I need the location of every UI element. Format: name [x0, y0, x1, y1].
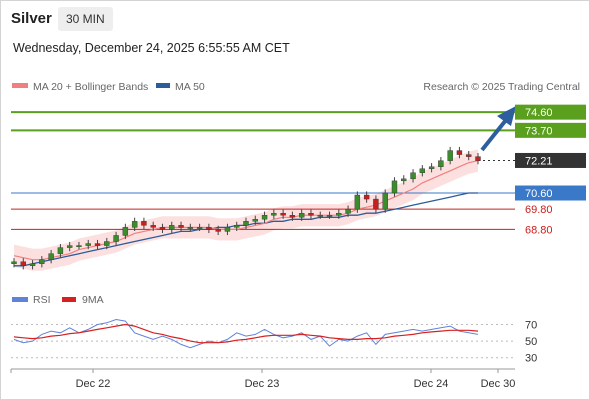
rsi-line — [13, 318, 479, 349]
candle-body — [447, 150, 453, 161]
candle-body — [382, 192, 388, 210]
candle-body — [206, 227, 212, 230]
candle-body — [354, 194, 361, 210]
candle-body — [261, 215, 268, 220]
candle-body — [234, 225, 240, 228]
level-badge-72.21 — [515, 152, 586, 168]
candle-body — [94, 243, 101, 246]
candle-body — [410, 172, 416, 180]
candle-body — [298, 213, 305, 218]
rsi-panel: 70 50 30 — [11, 318, 537, 365]
candle-body — [85, 243, 91, 246]
candles — [11, 146, 481, 270]
candle-body — [336, 213, 342, 216]
candle-body — [20, 261, 26, 266]
level-labels: 74.60 73.70 72.21 70.60 69.80 68.80 — [515, 104, 586, 236]
level-label-73.70: 73.70 — [525, 125, 553, 137]
ma50-legend-label: MA 50 — [175, 81, 205, 93]
candle-body — [224, 227, 231, 232]
candle-body — [271, 213, 277, 216]
ma9-line — [13, 323, 479, 344]
candle-body — [131, 221, 138, 228]
level-badge-70.60 — [515, 185, 586, 201]
x-tick-label: Dec 23 — [245, 378, 280, 390]
rsi-tick-70: 70 — [525, 319, 537, 331]
level-label-74.60: 74.60 — [525, 107, 553, 119]
ma50-legend-swatch — [156, 83, 170, 88]
candle-body — [252, 219, 258, 222]
arrow-shaft — [480, 118, 508, 152]
candle-body — [178, 225, 184, 228]
x-axis-ticks: Dec 22 Dec 23 Dec 24 Dec 30 — [10, 369, 516, 390]
candle-body — [289, 215, 296, 218]
target-arrow — [480, 106, 516, 152]
rsi-legend-label: RSI — [33, 294, 51, 306]
candle-body — [438, 160, 444, 167]
rsi-legend-swatch — [12, 297, 28, 302]
candle-body — [466, 154, 472, 157]
bollinger-band-area — [14, 149, 478, 271]
ma9-legend-label: 9MA — [82, 294, 104, 306]
candle-body — [159, 227, 166, 230]
candle-body — [308, 213, 314, 216]
candle-body — [122, 227, 129, 236]
timeframe-button[interactable]: 30 MIN — [58, 7, 113, 31]
level-label-69.80: 69.80 — [525, 204, 553, 216]
candle-body — [11, 261, 17, 264]
level-lines — [11, 111, 515, 230]
rsi-tick-50: 50 — [525, 336, 537, 348]
candle-body — [150, 225, 156, 228]
candle-body — [363, 194, 370, 200]
instrument-title: Silver — [11, 10, 52, 27]
candle-body — [169, 225, 175, 230]
level-label-70.60: 70.60 — [525, 188, 553, 200]
candle-body — [113, 235, 119, 242]
candle-body — [39, 259, 45, 264]
candle-body — [401, 178, 407, 182]
candle-body — [57, 247, 64, 254]
candle-body — [76, 245, 82, 247]
rsi-tick-30: 30 — [525, 353, 537, 365]
candle-body — [196, 227, 203, 229]
ma20-legend-swatch — [12, 83, 28, 88]
candle-body — [326, 215, 333, 217]
arrow-head-icon — [497, 106, 516, 126]
x-tick-label: Dec 22 — [76, 378, 111, 390]
bollinger-band — [14, 149, 478, 271]
candle-body — [187, 227, 194, 229]
candle-body — [475, 156, 481, 161]
candle-body — [456, 150, 463, 155]
candle-body — [66, 245, 73, 248]
candle-body — [280, 213, 286, 216]
candle-body — [428, 166, 435, 169]
x-tick-label: Dec 24 — [414, 378, 449, 390]
candle-body — [29, 263, 36, 266]
candle-body — [243, 221, 249, 226]
candle-body — [419, 168, 426, 173]
candle-body — [48, 253, 54, 260]
level-label-68.80: 68.80 — [525, 224, 553, 236]
level-badge-74.60 — [515, 104, 586, 120]
level-badge-73.70 — [515, 122, 586, 138]
ma20-legend-label: MA 20 + Bollinger Bands — [33, 81, 148, 93]
candle-body — [104, 241, 110, 246]
candle-body — [215, 229, 221, 232]
datetime-label: Wednesday, December 24, 2025 6:55:55 AM … — [13, 41, 290, 55]
candle-body — [391, 180, 398, 194]
candle-body — [345, 208, 351, 214]
level-label-72.21: 72.21 — [525, 155, 553, 167]
credit-label: Research © 2025 Trading Central — [423, 81, 580, 93]
candle-body — [373, 198, 379, 210]
x-tick-label: Dec 30 — [481, 378, 516, 390]
candle-body — [141, 221, 147, 226]
candle-body — [317, 215, 323, 217]
ma9-legend-swatch — [62, 297, 76, 302]
